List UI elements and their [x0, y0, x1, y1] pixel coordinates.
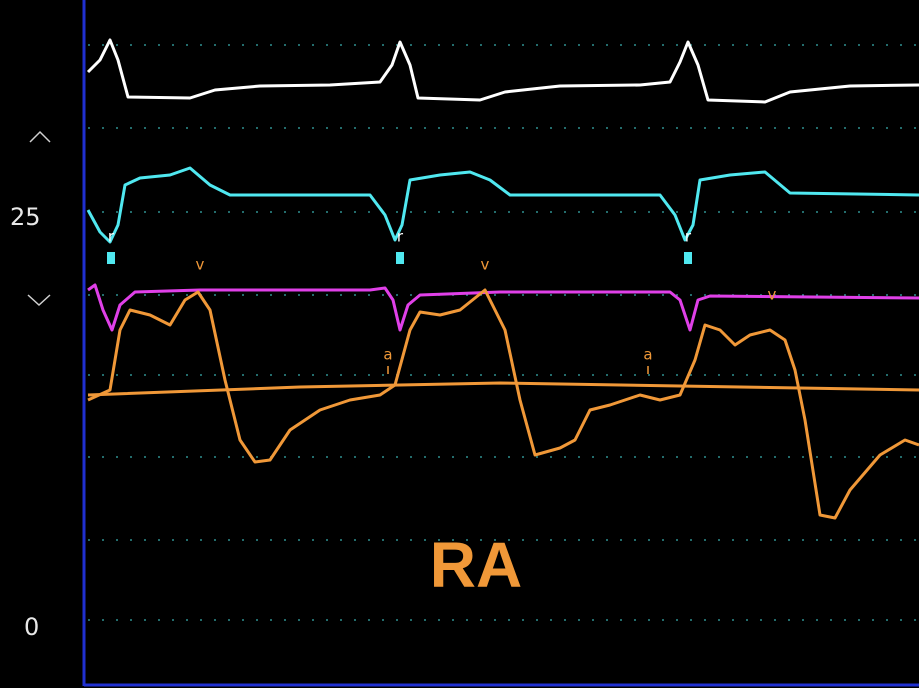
ecg-trace — [86, 38, 919, 104]
channel-label: RA — [430, 529, 522, 601]
ra-trace — [87, 288, 919, 520]
v-marker: v — [768, 286, 777, 304]
ra-mean-trace — [87, 381, 919, 397]
a-marker: a — [383, 346, 392, 364]
r-flag — [107, 252, 115, 264]
scale-down-arrow — [27, 294, 51, 307]
a-markers: a a — [383, 346, 652, 364]
magenta-trace — [87, 283, 919, 332]
r-markers: r r r — [108, 228, 692, 246]
cyan-trace — [86, 166, 919, 244]
scale-low: 0 — [24, 613, 39, 641]
v-marker: v — [481, 256, 490, 274]
scale-high: 25 — [10, 203, 41, 231]
r-marker: r — [685, 228, 692, 246]
r-marker: r — [108, 228, 115, 246]
v-marker: v — [196, 256, 205, 274]
a-marker: a — [643, 346, 652, 364]
v-markers: v v v — [196, 256, 777, 304]
r-marker: r — [397, 228, 404, 246]
r-flag — [396, 252, 404, 264]
r-flag — [684, 252, 692, 264]
scale-up-arrow — [29, 130, 51, 143]
